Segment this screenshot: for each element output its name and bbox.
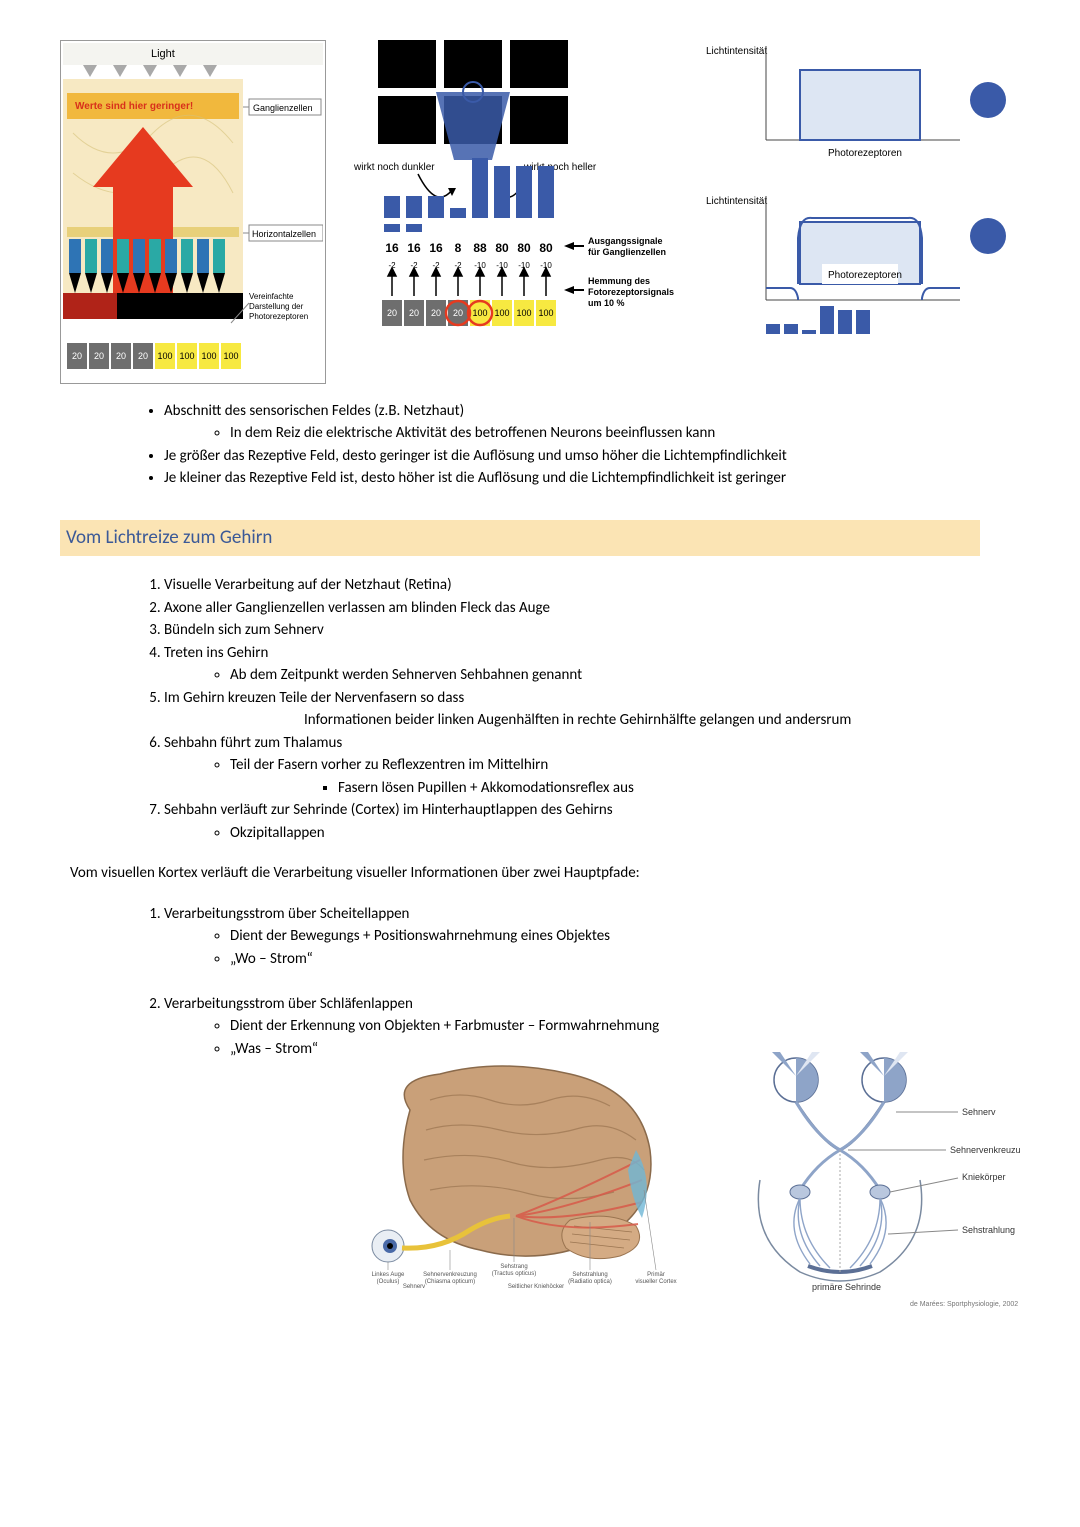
bullet-item: Je größer das Rezeptive Feld, desto geri… [164,445,1020,468]
svg-text:20: 20 [431,308,441,318]
svg-text:(Tractus opticus): (Tractus opticus) [492,1271,536,1277]
retina-layers-diagram: Light Werte sind hier geringer! Ganglien… [60,40,326,384]
list-item: Axone aller Ganglienzellen verlassen am … [164,597,1020,620]
svg-text:Sehstrang: Sehstrang [500,1264,527,1270]
vereinfachte-label-1: Vereinfachte [249,292,294,301]
svg-text:20: 20 [387,308,397,318]
svg-text:100: 100 [494,308,509,318]
bullet-item: Abschnitt des sensorischen Feldes (z.B. … [164,400,1020,445]
light-label: Light [151,48,175,60]
svg-text:80: 80 [495,241,509,255]
hemm-label-2: Fotorezeptorsignals [588,287,674,297]
list-item: Visuelle Verarbeitung auf der Netzhaut (… [164,574,1020,597]
svg-text:100: 100 [516,308,531,318]
svg-text:80: 80 [517,241,531,255]
svg-text:(Oculus): (Oculus) [377,1279,400,1285]
lateral-inhibition-diagram: wirkt noch dunkler wirkt noch heller [348,40,678,384]
list-subitem: Okzipitallappen [230,822,1020,845]
ausgang-label-2: für Ganglienzellen [588,247,666,257]
svg-text:100: 100 [179,351,194,361]
svg-text:16: 16 [429,241,443,255]
svg-text:16: 16 [407,241,421,255]
svg-text:20: 20 [409,308,419,318]
svg-text:16: 16 [385,241,399,255]
vereinfachte-label-3: Photorezeptoren [249,312,308,321]
annot-heller: wirkt noch heller [523,162,597,173]
svg-text:88: 88 [473,241,487,255]
section-heading-lichtreize: Vom Lichtreize zum Gehirn [60,520,980,557]
horizontal-label: Horizontalzellen [252,229,316,239]
intensity-plots: Lichtintensität Photorezeptoren Lichtint… [700,40,1020,384]
brain-sagittal-diagram: Linkes Auge(Oculus) Sehnervenkreuzung(Ch… [340,1050,700,1318]
pathway-label: Sehnerv [962,1107,996,1117]
list-item: Sehbahn führt zum Thalamus Teil der Fase… [164,732,1020,800]
visual-pathway-diagram: Sehnerv Sehnervenkreuzung Kniekörper Seh… [720,1050,1020,1318]
yellow-band-label: Werte sind hier geringer! [75,101,193,112]
svg-text:20: 20 [138,351,148,361]
pathway-label: Kniekörper [962,1172,1006,1182]
list-subitem: Ab dem Zeitpunkt werden Sehnerven Sehbah… [230,664,1020,687]
xaxis-label-2: Photorezeptoren [828,270,902,281]
list-subitem: Dient der Erkennung von Objekten + Farbm… [230,1015,1020,1038]
svg-text:(Radiatio optica): (Radiatio optica) [568,1279,612,1285]
svg-text:100: 100 [201,351,216,361]
vereinfachte-label-2: Darstellung der [249,302,304,311]
svg-text:Sehnervenkreuzung: Sehnervenkreuzung [423,1272,477,1278]
hemm-label-1: Hemmung des [588,276,650,286]
svg-text:Sehstrahlung: Sehstrahlung [572,1272,607,1278]
list-subitem: Dient der Bewegungs + Positionswahrnehmu… [230,925,1020,948]
bullets-rezeptives-feld: Abschnitt des sensorischen Feldes (z.B. … [140,400,1020,490]
yaxis-label-2: Lichtintensität [706,196,767,207]
svg-text:100: 100 [157,351,172,361]
svg-text:100: 100 [472,308,487,318]
xaxis-label-1: Photorezeptoren [828,148,902,159]
svg-text:Primär: Primär [647,1272,665,1278]
top-diagram-row: Light Werte sind hier geringer! Ganglien… [60,40,1020,384]
list-item: Treten ins Gehirn Ab dem Zeitpunkt werde… [164,642,1020,687]
list-item: Im Gehirn kreuzen Teile der Nervenfasern… [164,687,1020,732]
list-subitem: Teil der Fasern vorher zu Reflexzentren … [230,754,1020,799]
svg-text:(Chiasma opticum): (Chiasma opticum) [425,1279,475,1285]
pathway-label: primäre Sehrinde [812,1282,881,1292]
indent-line: Informationen beider linken Augenhälften… [304,709,1020,732]
list-subsubitem: Fasern lösen Pupillen + Akkomodationsref… [338,777,1020,800]
svg-text:20: 20 [453,308,463,318]
list-item: Sehbahn verläuft zur Sehrinde (Cortex) i… [164,799,1020,844]
ganglien-label: Ganglienzellen [253,103,313,113]
bullet-item: Je kleiner das Rezeptive Feld ist, desto… [164,467,1020,490]
list-item: Bündeln sich zum Sehnerv [164,619,1020,642]
yaxis-label-1: Lichtintensität [706,46,767,57]
svg-text:100: 100 [223,351,238,361]
svg-text:20: 20 [72,351,82,361]
svg-text:20: 20 [94,351,104,361]
svg-text:80: 80 [539,241,553,255]
list-item: Verarbeitungsstrom über Scheitellappen D… [164,903,1020,971]
svg-text:100: 100 [538,308,553,318]
paths-list: Verarbeitungsstrom über Scheitellappen D… [140,903,1020,1061]
steps-list: Visuelle Verarbeitung auf der Netzhaut (… [140,574,1020,844]
bullet-subitem: In dem Reiz die elektrische Aktivität de… [230,422,1020,445]
svg-text:20: 20 [116,351,126,361]
svg-text:8: 8 [455,241,462,255]
pathway-label: Sehstrahlung [962,1225,1015,1235]
bottom-images-row: Linkes Auge(Oculus) Sehnervenkreuzung(Ch… [60,1050,1020,1318]
pathway-label: Sehnervenkreuzung [950,1145,1020,1155]
list-subitem: „Wo – Strom“ [230,948,1020,971]
image-credit: de Marées: Sportphysiologie, 2002 [910,1301,1018,1308]
hemm-label-3: um 10 % [588,298,625,308]
svg-text:Seitlicher Kniehöcker: Seitlicher Kniehöcker [508,1284,564,1290]
ausgang-label-1: Ausgangssignale [588,236,663,246]
svg-text:visueller Cortex: visueller Cortex [635,1279,676,1285]
svg-text:Linkes Auge: Linkes Auge [372,1272,405,1278]
annot-dunkler: wirkt noch dunkler [353,162,435,173]
paragraph-hauptpfade: Vom visuellen Kortex verläuft die Verarb… [70,862,1020,885]
svg-text:Sehnerv: Sehnerv [403,1284,425,1290]
